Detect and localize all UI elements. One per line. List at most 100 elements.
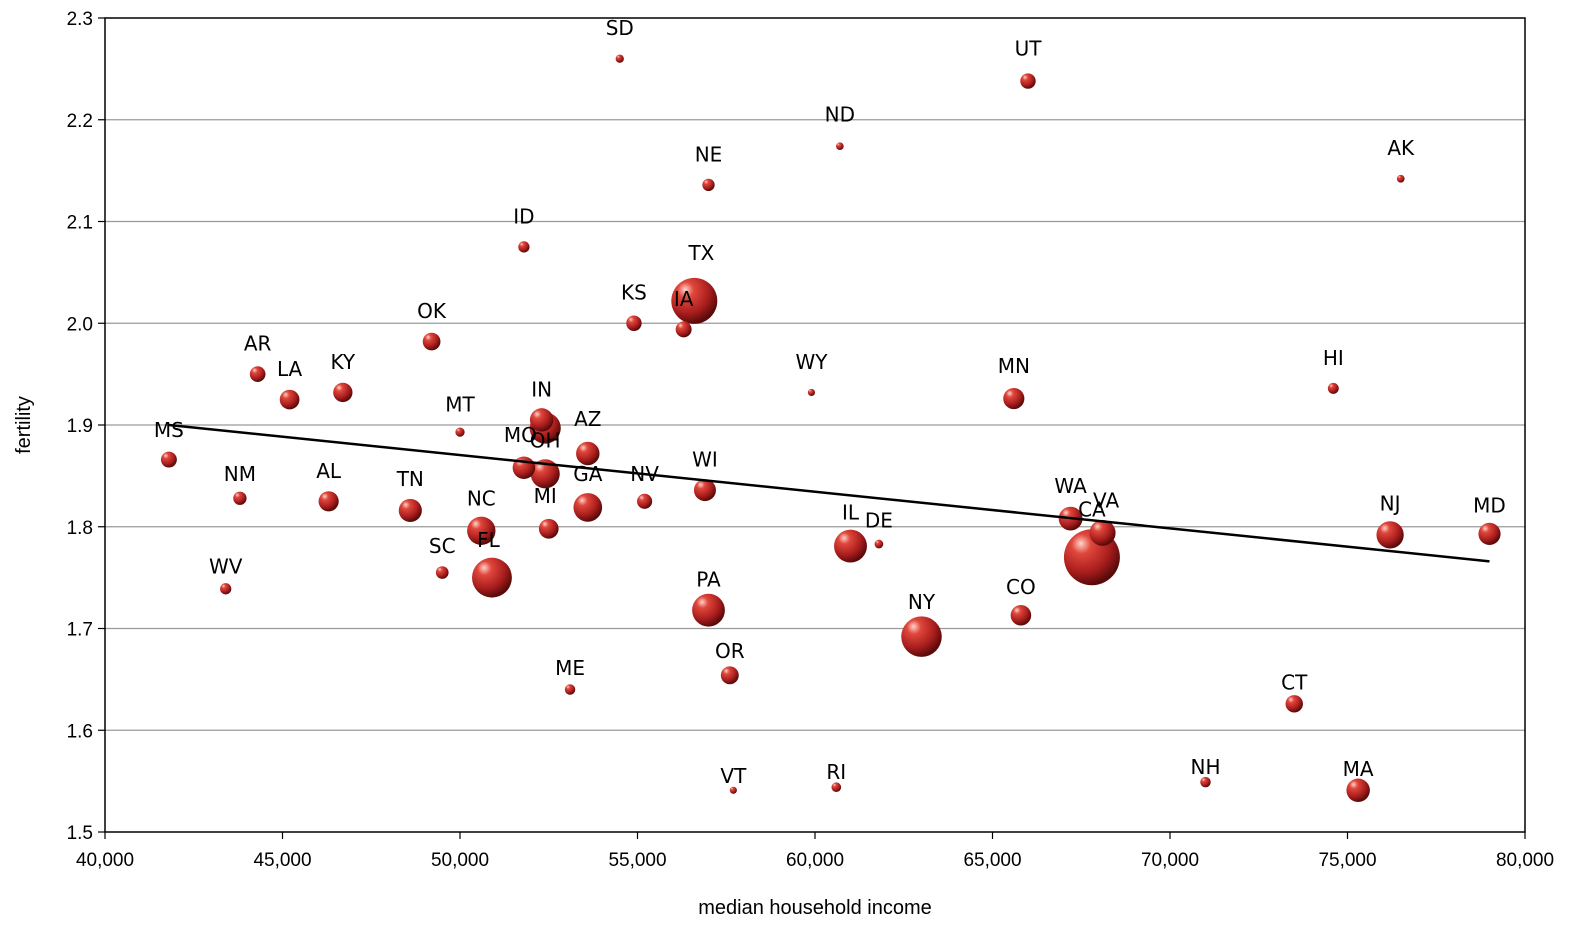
point-label: IA (674, 287, 694, 311)
point-label: DE (865, 509, 893, 533)
point-label: RI (826, 760, 846, 784)
data-point (1089, 519, 1116, 546)
x-tick-label: 50,000 (431, 850, 489, 871)
data-point (455, 427, 465, 437)
y-tick-label: 1.7 (67, 620, 93, 641)
point-label: AK (1387, 136, 1415, 160)
point-label: NE (695, 142, 723, 166)
y-tick-label: 2.1 (67, 213, 93, 234)
point-label: VA (1093, 488, 1119, 512)
data-point (1285, 695, 1303, 713)
data-point (233, 491, 247, 505)
data-point (435, 566, 449, 579)
data-points (160, 54, 1501, 803)
data-point (901, 616, 942, 657)
point-label: TX (687, 241, 714, 265)
point-label: OK (417, 299, 447, 323)
point-label: HI (1323, 346, 1344, 370)
point-label: NY (908, 590, 936, 614)
point-label: CT (1281, 670, 1308, 694)
point-label: MN (998, 354, 1030, 378)
point-label: CA (1078, 497, 1106, 521)
point-label: SC (429, 534, 456, 558)
gridlines (105, 119, 1525, 731)
data-point (807, 388, 816, 397)
point-label: AL (316, 459, 342, 483)
data-point (573, 493, 603, 522)
data-point (702, 178, 715, 192)
data-point (831, 782, 842, 793)
data-point (1376, 521, 1404, 549)
y-tick-label: 1.8 (67, 518, 93, 539)
point-label: NJ (1380, 491, 1401, 515)
data-point (626, 315, 642, 331)
data-point (729, 786, 737, 794)
y-axis: 1.5 1.6 1.7 1.8 1.9 2.0 2.1 2.2 2.3 (67, 9, 105, 844)
point-label: CO (1006, 575, 1036, 599)
x-axis-label: median household income (698, 897, 932, 919)
data-point (249, 366, 266, 382)
x-tick-label: 80,000 (1496, 850, 1554, 871)
data-point (1346, 778, 1370, 803)
point-label: WI (692, 448, 718, 472)
point-label: ID (513, 204, 534, 228)
data-point (530, 459, 560, 489)
data-point (160, 451, 177, 468)
y-tick-label: 1.9 (67, 416, 93, 437)
data-point (220, 583, 232, 595)
data-point (529, 408, 554, 432)
trendline (168, 423, 1490, 563)
y-tick-label: 1.5 (67, 823, 93, 844)
point-label: FL (477, 528, 501, 552)
point-label: MD (1473, 493, 1506, 517)
point-label: UT (1015, 37, 1043, 61)
data-point (467, 516, 496, 545)
point-label: MI (534, 484, 557, 508)
data-point (333, 382, 353, 403)
data-point (576, 441, 600, 466)
y-axis-label: fertility (13, 396, 35, 454)
point-label: TN (396, 467, 424, 491)
point-label: NH (1191, 755, 1221, 779)
data-point (693, 479, 716, 502)
point-label: SD (606, 16, 634, 40)
data-point (538, 518, 559, 539)
point-label: WA (1054, 474, 1087, 498)
point-label: PA (696, 568, 721, 592)
point-label: WV (209, 554, 243, 578)
data-point (637, 493, 653, 509)
data-point (422, 332, 441, 351)
point-label: ND (825, 103, 855, 127)
data-point (1003, 387, 1025, 410)
x-tick-label: 40,000 (76, 850, 134, 871)
data-point (836, 142, 844, 151)
data-point (1478, 522, 1501, 545)
y-tick-label: 2.0 (67, 314, 93, 335)
data-point (1020, 73, 1036, 89)
point-label: MS (154, 418, 184, 442)
data-point (279, 389, 300, 410)
point-label: NV (630, 462, 659, 486)
point-label: LA (277, 357, 303, 381)
point-label: ME (555, 656, 585, 680)
point-label: OH (530, 428, 561, 452)
point-label: NM (224, 462, 256, 486)
data-point (472, 557, 512, 598)
data-point (692, 593, 725, 627)
data-point (720, 666, 739, 685)
point-label: MO (504, 423, 537, 447)
point-label: VT (720, 764, 747, 788)
y-tick-label: 1.6 (67, 721, 93, 742)
point-label: NC (467, 486, 496, 510)
point-label: AZ (574, 407, 601, 431)
data-point (1396, 174, 1405, 183)
point-label: OR (715, 639, 745, 663)
x-tick-label: 55,000 (608, 850, 666, 871)
x-tick-label: 75,000 (1318, 850, 1376, 871)
data-point (1010, 604, 1032, 626)
x-tick-label: 70,000 (1141, 850, 1199, 871)
point-label: IN (531, 377, 552, 401)
x-tick-label: 45,000 (253, 850, 311, 871)
data-point (1200, 776, 1211, 788)
